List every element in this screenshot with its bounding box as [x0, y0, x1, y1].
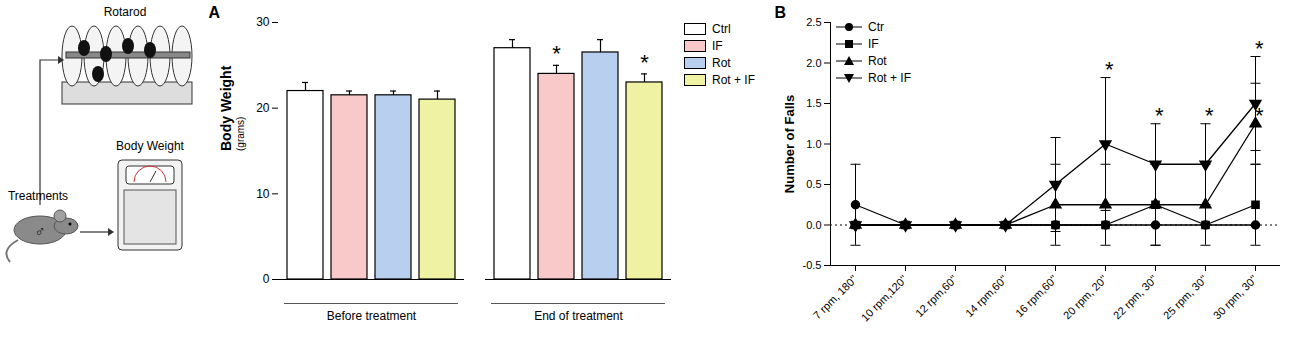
svg-text:2.5: 2.5: [806, 16, 821, 28]
svg-text:Body Weight: Body Weight: [116, 139, 184, 153]
svg-text:*: *: [640, 50, 649, 75]
svg-text:A: A: [209, 4, 221, 21]
svg-text:*: *: [1105, 57, 1114, 82]
svg-text:0.0: 0.0: [806, 219, 821, 231]
svg-text:*: *: [1205, 103, 1214, 128]
svg-text:0: 0: [263, 272, 270, 286]
html-text:IF: IF: [712, 38, 723, 53]
svg-text:Body Weight: Body Weight: [218, 65, 234, 151]
html-text:Ctr: Ctr: [868, 19, 884, 34]
svg-text:10 rpm,120'': 10 rpm,120'': [859, 273, 910, 324]
svg-text:B: B: [775, 4, 787, 21]
html-text:Ctrl: Ctrl: [712, 21, 731, 36]
svg-text:1.5: 1.5: [806, 97, 821, 109]
svg-text:Treatments: Treatments: [8, 189, 68, 203]
html-text:Rot: Rot: [868, 53, 887, 68]
html-text:Rot + IF: Rot + IF: [712, 72, 755, 87]
svg-text:♂: ♂: [34, 222, 45, 239]
svg-text:20: 20: [256, 101, 270, 115]
html-text:Rot + IF: Rot + IF: [868, 70, 911, 85]
svg-text:*: *: [1155, 103, 1164, 128]
svg-text:Number of Falls: Number of Falls: [782, 95, 797, 193]
svg-text:7 rpm, 180'': 7 rpm, 180'': [811, 273, 860, 322]
svg-text:16 rpm,60'': 16 rpm,60'': [1013, 273, 1059, 319]
svg-text:25 rpm, 30'': 25 rpm, 30'': [1161, 273, 1210, 322]
html-text:IF: IF: [868, 36, 879, 51]
svg-text:(grams): (grams): [235, 117, 246, 151]
svg-text:12 rpm,60'': 12 rpm,60'': [913, 273, 959, 319]
svg-text:1.0: 1.0: [806, 138, 821, 150]
svg-text:20 rpm, 20'': 20 rpm, 20'': [1061, 273, 1110, 322]
svg-text:14 rpm,60'': 14 rpm,60'': [963, 273, 1009, 319]
html-text:Rot: Rot: [712, 55, 731, 70]
svg-text:0.5: 0.5: [806, 178, 821, 190]
svg-text:30: 30: [256, 15, 270, 29]
svg-text:Before treatment: Before treatment: [327, 309, 417, 323]
svg-text:-0.5: -0.5: [803, 259, 822, 271]
svg-text:End of treatment: End of treatment: [534, 309, 623, 323]
svg-text:*: *: [1255, 36, 1264, 61]
svg-text:Rotarod: Rotarod: [104, 5, 147, 19]
svg-text:22 rpm, 30'': 22 rpm, 30'': [1111, 273, 1160, 322]
svg-text:2.0: 2.0: [806, 57, 821, 69]
svg-text:10: 10: [256, 187, 270, 201]
svg-text:30 rpm, 30'': 30 rpm, 30'': [1211, 273, 1260, 322]
svg-text:*: *: [1255, 103, 1264, 128]
svg-text:*: *: [552, 41, 561, 66]
